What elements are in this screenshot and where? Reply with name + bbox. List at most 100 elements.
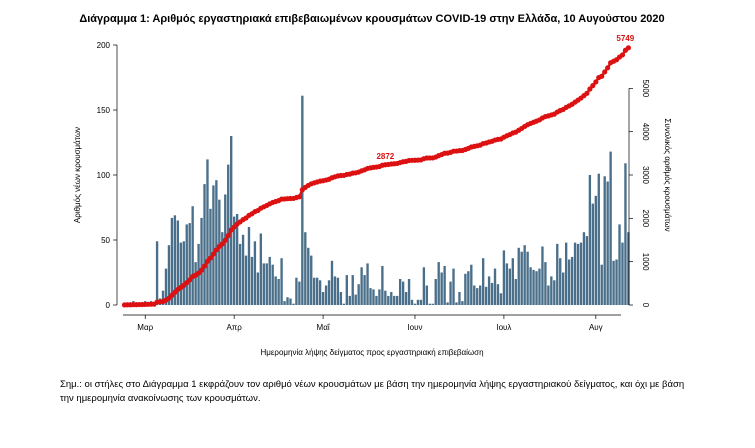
bar (298, 281, 301, 305)
bar (176, 220, 180, 305)
bar (428, 303, 431, 305)
bar (517, 247, 520, 305)
bar (271, 264, 274, 305)
bar (179, 242, 182, 305)
bar (351, 275, 354, 305)
bar (452, 268, 455, 305)
bar (224, 194, 227, 305)
bar (238, 243, 242, 305)
bar (473, 285, 476, 305)
bar (318, 280, 322, 305)
bar (479, 285, 482, 305)
bar (407, 279, 411, 305)
bar (330, 260, 334, 305)
bar (550, 276, 553, 305)
bar (481, 258, 485, 305)
bar (416, 299, 420, 305)
bar (594, 195, 597, 305)
cumulative-point (207, 255, 214, 261)
bar (333, 276, 337, 305)
cumulative-point (605, 65, 611, 71)
bar (200, 217, 203, 305)
bar (535, 271, 538, 305)
bar (431, 303, 434, 305)
bar (381, 266, 384, 305)
bar (490, 282, 494, 305)
x-axis: Μαρ Απρ Μαΐ Ιουν Ιουλ Αυγ (123, 314, 621, 332)
footnote: Σημ.: οι στήλες στο Διάγραμμα 1 εκφράζου… (60, 379, 685, 404)
y2-tick-label: 5000 (641, 79, 650, 97)
y2-tick-label: 4000 (641, 123, 650, 141)
bar (627, 232, 630, 305)
bar (277, 279, 280, 305)
bar (191, 206, 194, 305)
bar (398, 279, 402, 305)
x-tick-label: Ιουν (407, 323, 422, 332)
cumulative-point (593, 79, 599, 85)
bar (324, 285, 328, 305)
cumulative-point (213, 247, 219, 253)
bar (538, 268, 541, 305)
bar (609, 151, 612, 305)
bar (564, 242, 568, 305)
bar (253, 241, 257, 305)
bar (556, 243, 559, 305)
bar (597, 173, 600, 305)
bar (470, 264, 473, 305)
final-total-label: 5749 (616, 34, 634, 43)
bar (588, 175, 592, 305)
bar (235, 214, 239, 305)
bar (419, 299, 423, 305)
bar (164, 268, 168, 305)
bar (230, 136, 233, 305)
bar (339, 292, 343, 305)
bar (585, 236, 589, 305)
bar (499, 293, 503, 305)
bar (262, 263, 265, 305)
bar (307, 247, 310, 305)
bar (576, 243, 580, 305)
y-axis-left: 0 50 100 150 200 (97, 41, 118, 310)
x-tick-label: Μαρ (137, 323, 153, 332)
bar (413, 303, 417, 305)
bar (621, 242, 624, 305)
bar (511, 258, 514, 305)
bar (487, 276, 491, 305)
bar (387, 295, 390, 305)
bar (612, 260, 615, 305)
bar (327, 280, 331, 305)
bar (182, 241, 185, 305)
bar (155, 241, 159, 305)
bar (591, 203, 595, 305)
bar (232, 216, 236, 305)
bar (212, 185, 215, 305)
bar (310, 255, 313, 305)
bar (396, 295, 399, 305)
bar (496, 284, 500, 305)
y-tick-label: 200 (97, 41, 111, 50)
bar (526, 251, 529, 305)
bar (336, 277, 340, 305)
cumulative-point (584, 90, 590, 96)
bar (313, 277, 316, 305)
bar (582, 232, 586, 305)
bar (185, 224, 188, 305)
bar (532, 269, 535, 305)
bar (354, 294, 357, 305)
bar (315, 277, 319, 305)
bar (603, 176, 606, 305)
bar (292, 303, 295, 305)
x-tick-label: Ιουλ (496, 323, 511, 332)
bar (378, 289, 381, 305)
bar (553, 280, 556, 305)
bar (570, 256, 574, 305)
bar (547, 285, 550, 305)
bar (342, 303, 346, 305)
bar (170, 217, 174, 305)
bar-series (123, 95, 630, 305)
bar (410, 299, 414, 305)
cumulative-point (602, 69, 608, 75)
x-tick-label: Αυγ (589, 323, 603, 332)
bar (241, 234, 245, 305)
cumulative-point (625, 45, 632, 51)
